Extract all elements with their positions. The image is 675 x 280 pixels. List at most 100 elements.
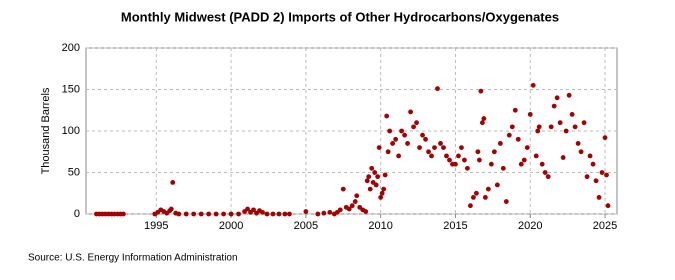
data-point bbox=[384, 113, 390, 119]
data-point bbox=[287, 211, 292, 217]
data-point bbox=[575, 141, 581, 146]
data-point bbox=[276, 211, 282, 217]
x-tick-label: 2020 bbox=[518, 220, 542, 232]
data-point bbox=[542, 170, 548, 175]
data-point bbox=[602, 135, 608, 141]
data-point bbox=[321, 210, 327, 216]
x-tick-label: 2025 bbox=[593, 220, 617, 232]
data-point bbox=[475, 149, 481, 155]
data-point bbox=[563, 128, 569, 134]
data-point bbox=[482, 195, 488, 200]
data-point bbox=[363, 209, 369, 214]
data-point bbox=[402, 132, 407, 138]
data-point bbox=[581, 120, 587, 126]
data-point bbox=[473, 190, 479, 196]
data-point bbox=[524, 145, 530, 151]
data-point bbox=[509, 124, 515, 130]
data-point bbox=[417, 145, 422, 151]
data-point bbox=[367, 186, 373, 192]
data-point bbox=[327, 209, 333, 215]
data-point bbox=[462, 157, 467, 163]
data-point bbox=[596, 195, 602, 200]
data-point bbox=[536, 124, 542, 130]
data-point bbox=[366, 174, 372, 180]
data-point bbox=[545, 174, 551, 180]
data-point bbox=[468, 203, 473, 209]
data-point bbox=[364, 178, 370, 184]
data-point bbox=[566, 92, 572, 98]
data-point bbox=[264, 211, 270, 217]
data-point bbox=[515, 136, 521, 142]
data-point bbox=[605, 203, 611, 209]
data-point bbox=[340, 186, 346, 192]
data-point bbox=[471, 195, 476, 200]
data-point bbox=[379, 190, 385, 196]
data-point bbox=[479, 120, 485, 126]
y-tick-label: 200 bbox=[62, 42, 80, 54]
data-point bbox=[426, 149, 431, 155]
data-point bbox=[599, 170, 605, 175]
data-point bbox=[530, 82, 536, 88]
data-point bbox=[423, 136, 428, 142]
data-point bbox=[396, 153, 402, 159]
x-tick-label: 2000 bbox=[219, 220, 243, 232]
data-point bbox=[408, 109, 413, 115]
data-point bbox=[354, 193, 360, 199]
data-point bbox=[270, 211, 276, 217]
data-point bbox=[411, 124, 416, 130]
data-point bbox=[593, 178, 599, 184]
x-tick-label: 2015 bbox=[443, 220, 467, 232]
data-point bbox=[438, 141, 443, 146]
data-point bbox=[539, 161, 545, 167]
data-point bbox=[557, 120, 563, 126]
data-point bbox=[535, 128, 541, 134]
data-point bbox=[548, 124, 554, 130]
data-point bbox=[447, 157, 452, 163]
data-point bbox=[578, 149, 584, 155]
data-point bbox=[405, 141, 410, 146]
chart-title: Monthly Midwest (PADD 2) Imports of Othe… bbox=[121, 9, 559, 24]
x-tick-label: 2010 bbox=[368, 220, 392, 232]
data-point bbox=[337, 207, 343, 213]
data-point bbox=[349, 203, 355, 209]
data-point bbox=[381, 186, 387, 192]
y-tick-label: 50 bbox=[68, 166, 80, 178]
data-point bbox=[198, 211, 204, 217]
data-point bbox=[527, 112, 533, 117]
data-point bbox=[533, 153, 539, 159]
data-point bbox=[382, 172, 388, 178]
y-axis-label: Thousand Barrels bbox=[40, 87, 52, 174]
data-point bbox=[303, 209, 309, 214]
data-point bbox=[551, 103, 557, 109]
data-point bbox=[569, 112, 575, 117]
data-point bbox=[590, 161, 596, 167]
y-tick-label: 100 bbox=[62, 125, 80, 137]
data-point bbox=[491, 149, 497, 155]
data-point bbox=[168, 206, 174, 212]
data-point bbox=[375, 174, 381, 180]
data-point bbox=[488, 161, 494, 167]
data-point bbox=[393, 136, 399, 142]
data-point bbox=[399, 128, 405, 134]
data-point bbox=[554, 95, 560, 101]
data-point bbox=[387, 128, 393, 134]
data-point bbox=[432, 145, 437, 151]
data-point bbox=[459, 145, 464, 151]
x-tick-label: 2005 bbox=[294, 220, 318, 232]
data-point bbox=[444, 153, 449, 159]
data-point bbox=[385, 149, 391, 155]
data-point bbox=[481, 116, 487, 121]
data-point bbox=[465, 165, 470, 171]
data-point bbox=[478, 88, 484, 94]
data-point bbox=[456, 153, 461, 159]
data-point bbox=[213, 211, 219, 217]
data-point bbox=[376, 145, 382, 151]
data-point bbox=[453, 161, 458, 167]
data-point bbox=[494, 182, 500, 188]
data-point bbox=[236, 211, 241, 217]
data-point bbox=[604, 172, 609, 178]
data-point bbox=[373, 182, 379, 188]
data-point bbox=[206, 211, 212, 217]
source-note: Source: U.S. Energy Information Administ… bbox=[28, 253, 238, 264]
